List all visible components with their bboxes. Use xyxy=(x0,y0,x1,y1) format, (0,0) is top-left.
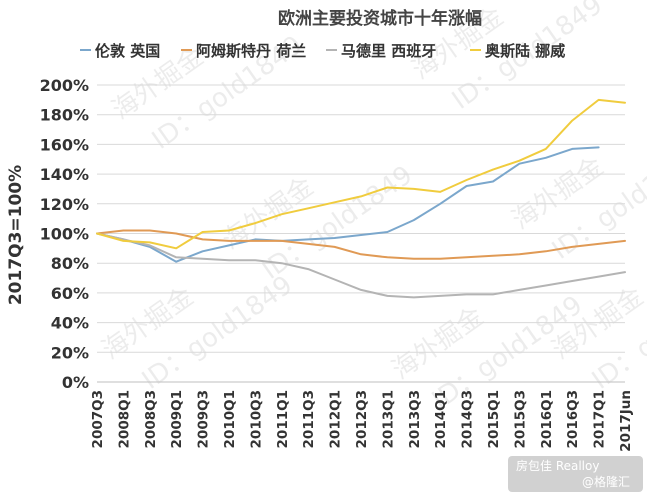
y-tick-label: 0% xyxy=(62,373,89,392)
x-tick-label: 2014Q3 xyxy=(460,390,476,448)
x-tick-label: 2016Q3 xyxy=(565,390,581,448)
x-tick-label: 2007Q3 xyxy=(90,390,106,448)
x-tick-label: 2016Q1 xyxy=(539,390,555,448)
x-tick-label: 2015Q3 xyxy=(512,390,528,448)
y-tick-label: 20% xyxy=(51,343,89,362)
y-tick-label: 80% xyxy=(51,254,89,273)
series-line xyxy=(96,229,626,260)
y-axis-label: 2017Q3=100% xyxy=(6,165,26,305)
x-tick-label: 2008Q3 xyxy=(143,390,159,448)
chart-title: 欧洲主要投资城市十年涨幅 xyxy=(278,8,482,29)
legend: 伦敦 英国 阿姆斯特丹 荷兰 马德里 西班牙 奥斯陆 挪威 xyxy=(80,42,565,60)
credit-line-2: @格隆汇 xyxy=(582,474,630,489)
x-tick-label: 2010Q3 xyxy=(248,390,264,448)
x-tick-label: 2013Q3 xyxy=(407,390,423,448)
x-tick-label: 2011Q1 xyxy=(275,390,291,448)
credit-badge: 房包佳 Realloy @格隆汇 xyxy=(508,456,643,492)
series-line xyxy=(96,146,600,263)
series-line xyxy=(96,232,626,299)
series-line xyxy=(96,98,626,250)
y-axis-ticks: 0% 20% 40% 60% 80% 100% 120% 140% 160% 180% 200% xyxy=(40,76,89,392)
x-tick-label: 2012Q3 xyxy=(354,390,370,448)
y-tick-label: 140% xyxy=(40,165,89,184)
x-tick-label: 2014Q1 xyxy=(433,390,449,448)
x-tick-label: 2010Q1 xyxy=(222,390,238,448)
x-tick-label: 2009Q1 xyxy=(169,390,185,448)
y-tick-label: 180% xyxy=(40,106,89,125)
legend-label: 马德里 西班牙 xyxy=(341,42,436,60)
credit-background xyxy=(508,456,643,492)
y-tick-label: 40% xyxy=(51,314,89,333)
x-tick-label: 2017Q1 xyxy=(592,390,608,448)
x-tick-label: 2013Q1 xyxy=(380,390,396,448)
x-tick-label: 2009Q3 xyxy=(196,390,212,448)
x-tick-label: 2012Q1 xyxy=(328,390,344,448)
legend-label: 伦敦 英国 xyxy=(95,42,160,60)
y-tick-label: 160% xyxy=(40,135,89,154)
y-tick-label: 100% xyxy=(40,225,89,244)
credit-line-1: 房包佳 Realloy xyxy=(516,458,599,473)
y-tick-label: 120% xyxy=(40,195,89,214)
x-tick-label: 2008Q1 xyxy=(116,390,132,448)
x-tick-label: 2015Q1 xyxy=(486,390,502,448)
series-lines xyxy=(96,98,626,299)
x-tick-label: 2011Q3 xyxy=(301,390,317,448)
x-tick-label: 2017Jun xyxy=(618,390,634,452)
y-tick-label: 60% xyxy=(51,284,89,303)
legend-label: 阿姆斯特丹 荷兰 xyxy=(196,42,306,60)
y-tick-label: 200% xyxy=(40,76,89,95)
grid-lines xyxy=(97,84,625,383)
legend-label: 奥斯陆 挪威 xyxy=(485,42,565,60)
x-axis-ticks: 2007Q3 2008Q1 2008Q3 2009Q1 2009Q3 2010Q1 2010… xyxy=(90,390,634,452)
